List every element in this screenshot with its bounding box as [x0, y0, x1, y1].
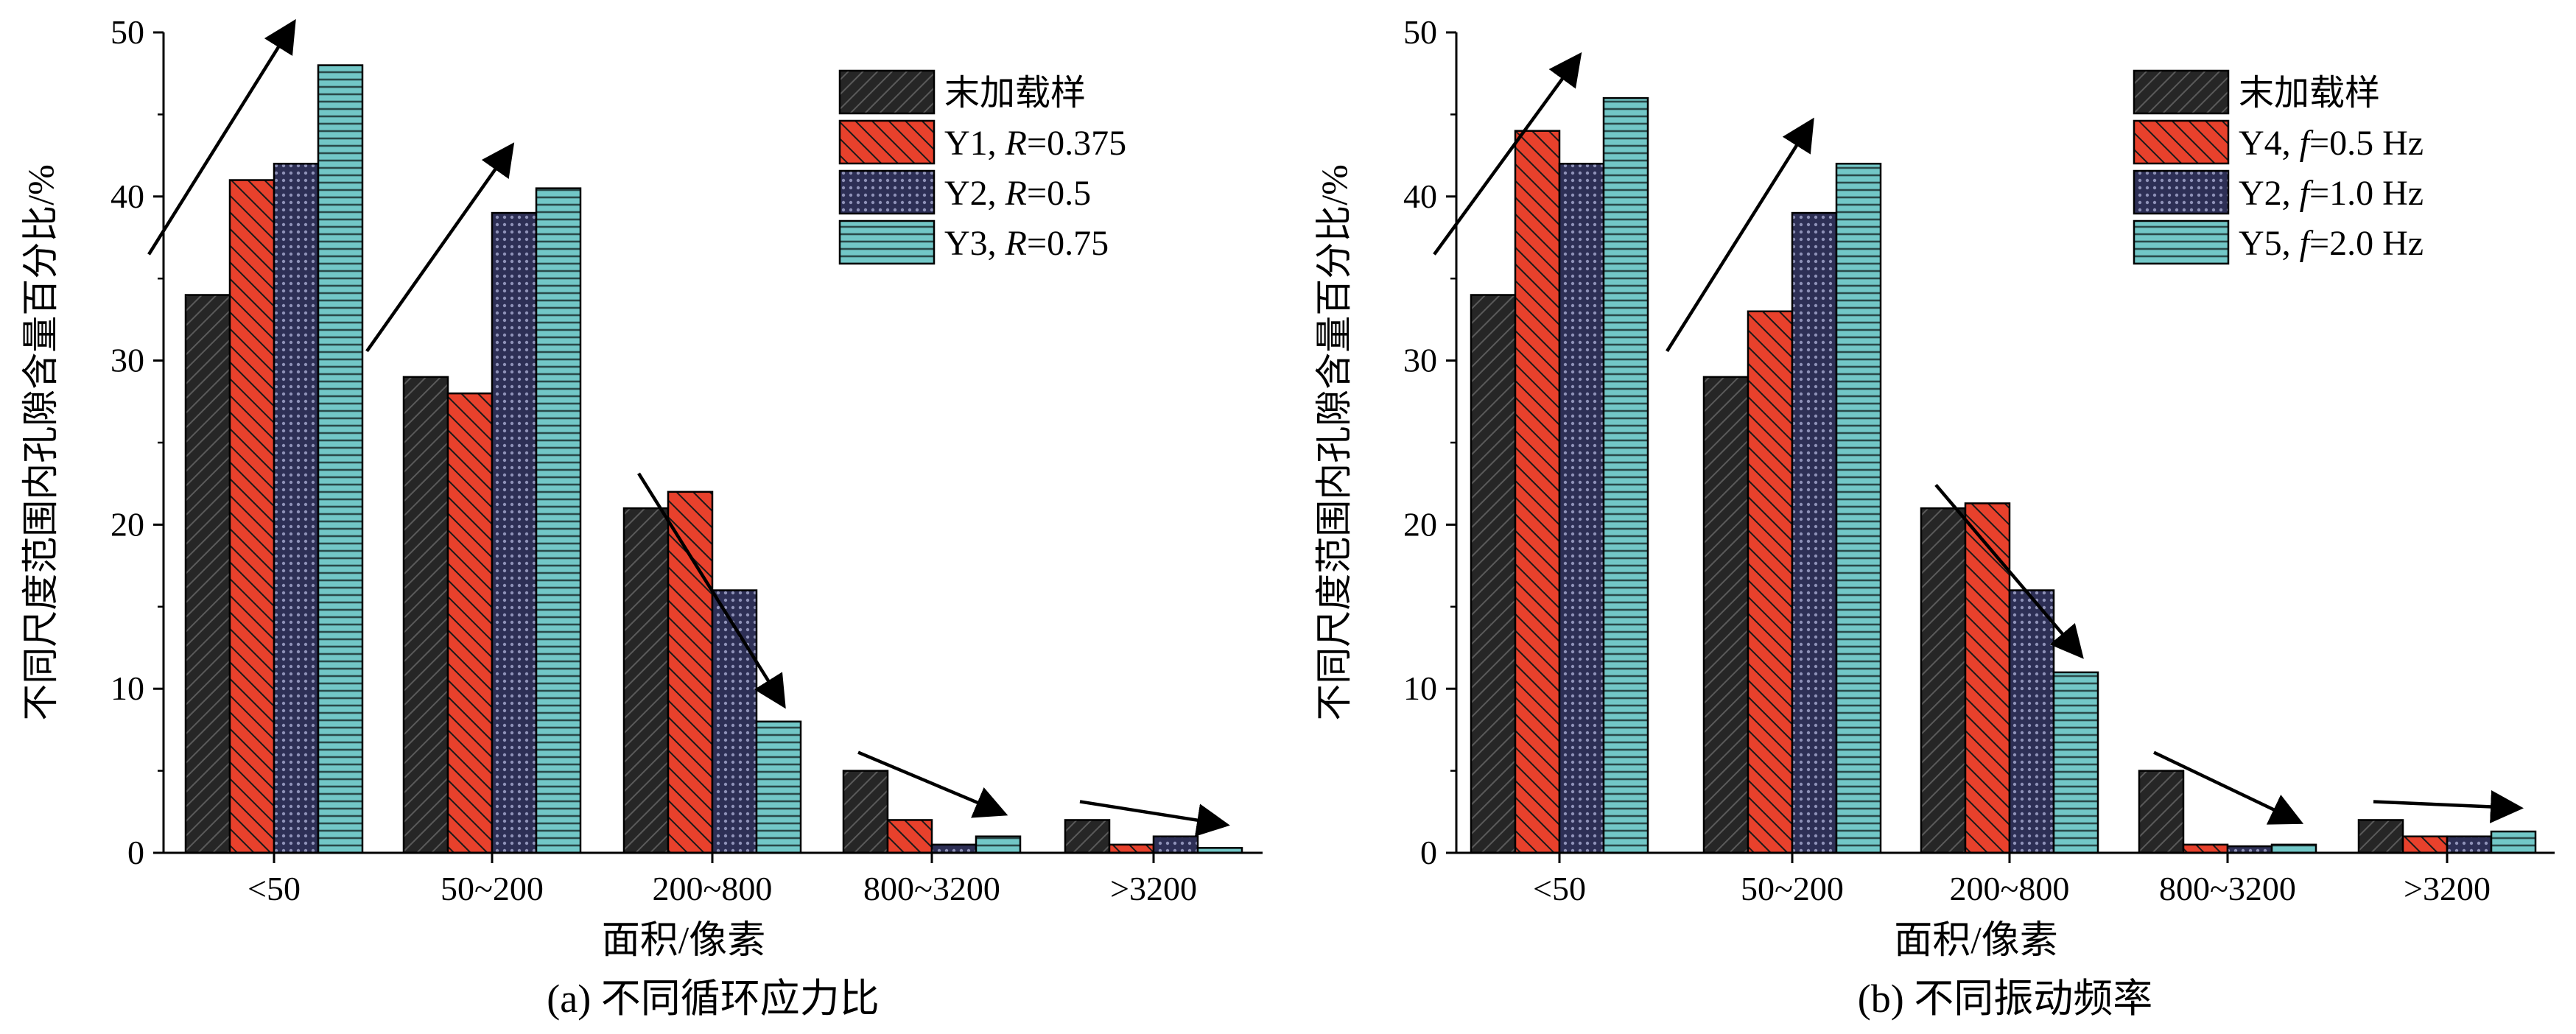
bar-4-2	[1152, 835, 1199, 854]
bar-0-0	[1470, 294, 1517, 854]
bar-3-0	[842, 770, 889, 854]
trend-arrow	[1666, 117, 1814, 353]
x-tick-label: >3200	[2404, 870, 2491, 907]
bar-4-1	[2401, 835, 2449, 854]
bar-0-3	[317, 64, 364, 854]
bar-0-1	[1514, 130, 1561, 854]
bar-1-1	[446, 392, 494, 854]
bar-1-1	[1747, 310, 1794, 854]
trend-arrow	[2373, 789, 2524, 823]
y-tick-label: 0	[127, 834, 144, 871]
bar-3-3	[2270, 843, 2317, 854]
trend-arrow	[147, 18, 296, 256]
y-tick-label: 50	[110, 13, 144, 51]
bar-4-0	[2357, 819, 2404, 854]
bar-2-2	[2008, 589, 2055, 854]
x-tick-label: 800~3200	[863, 870, 1000, 907]
legend-swatch	[838, 169, 936, 215]
bar-2-0	[1920, 507, 1967, 854]
bar-3-1	[886, 819, 933, 854]
bar-4-2	[2446, 835, 2493, 854]
x-tick-label: 50~200	[441, 870, 544, 907]
bar-1-0	[1702, 376, 1749, 854]
legend-label: Y4, f=0.5 Hz	[2239, 124, 2424, 163]
bar-4-1	[1108, 843, 1155, 854]
y-tick-label: 10	[1403, 669, 1437, 707]
y-axis-label: 不同尺度范围内孔隙含量百分比/%	[20, 164, 61, 721]
legend-swatch	[838, 119, 936, 165]
chart-a: <50 50~200 200~800 800~3200 >3200 0 10 20 30 40 50…	[20, 13, 1263, 1021]
bar-2-0	[622, 507, 670, 854]
y-tick-label: 40	[1403, 177, 1437, 215]
legend-label: Y2, f=1.0 Hz	[2239, 174, 2424, 213]
chart-b: <50 50~200 200~800 800~3200 >3200 0 10 20 30 40 50…	[1313, 13, 2555, 1021]
legend-label: Y5, f=2.0 Hz	[2239, 224, 2424, 263]
bar-3-3	[975, 835, 1022, 854]
legend-swatch	[2133, 119, 2230, 165]
bar-1-3	[1835, 162, 1882, 854]
chart-caption: (a) 不同循环应力比	[547, 977, 879, 1021]
bar-0-3	[1602, 96, 1649, 854]
x-tick-label: 200~800	[1950, 870, 2070, 907]
bar-1-2	[491, 211, 538, 854]
trend-arrow	[1934, 483, 2084, 659]
bar-0-1	[228, 179, 276, 854]
trend-arrow	[637, 472, 786, 709]
bar-0-0	[184, 294, 231, 854]
x-tick-label: 200~800	[653, 870, 773, 907]
bar-0-2	[273, 162, 320, 854]
bar-1-3	[535, 187, 582, 854]
legend-label: Y3, R=0.75	[944, 224, 1109, 263]
x-axis-label: 面积/像素	[1894, 920, 2057, 962]
legend-swatch	[2133, 219, 2230, 265]
bar-4-3	[2490, 830, 2537, 854]
bar-2-3	[755, 720, 802, 854]
legend-label: 末加载样	[944, 74, 1086, 113]
x-tick-label: 50~200	[1741, 870, 1844, 907]
y-tick-label: 30	[1403, 342, 1437, 379]
bar-3-2	[930, 843, 978, 854]
bar-2-1	[667, 490, 714, 854]
legend-swatch	[838, 219, 936, 265]
y-tick-label: 50	[1403, 13, 1437, 51]
y-tick-label: 30	[110, 342, 144, 379]
y-tick-label: 10	[110, 669, 144, 707]
bar-1-2	[1791, 211, 1838, 854]
trend-arrow	[2153, 750, 2304, 825]
x-tick-label: 800~3200	[2159, 870, 2296, 907]
trend-arrow	[365, 142, 515, 353]
legend-label: Y2, R=0.5	[944, 174, 1091, 213]
bar-3-1	[2182, 843, 2229, 854]
legend-swatch	[2133, 169, 2230, 215]
x-tick-label: >3200	[1110, 870, 1197, 907]
y-axis-label: 不同尺度范围内孔隙含量百分比/%	[1313, 164, 1355, 721]
bar-2-3	[2052, 671, 2099, 854]
legend-swatch	[2133, 69, 2230, 115]
trend-arrow	[1079, 800, 1230, 837]
bar-4-0	[1064, 819, 1111, 854]
x-tick-label: <50	[248, 870, 301, 907]
trend-arrow	[1433, 52, 1582, 256]
legend-label: 末加载样	[2239, 74, 2380, 113]
trend-arrow	[857, 750, 1008, 818]
bar-1-0	[402, 376, 449, 854]
chart-caption: (b) 不同振动频率	[1858, 977, 2152, 1021]
bar-0-2	[1558, 162, 1605, 854]
legend-swatch	[838, 69, 936, 115]
x-axis-label: 面积/像素	[602, 920, 765, 962]
x-tick-label: <50	[1533, 870, 1586, 907]
y-tick-label: 20	[110, 505, 144, 543]
y-tick-label: 40	[110, 177, 144, 215]
legend-label: Y1, R=0.375	[944, 124, 1126, 163]
y-tick-label: 0	[1420, 834, 1437, 871]
y-tick-label: 20	[1403, 505, 1437, 543]
bar-2-1	[1964, 502, 2011, 854]
bar-3-0	[2138, 770, 2185, 854]
